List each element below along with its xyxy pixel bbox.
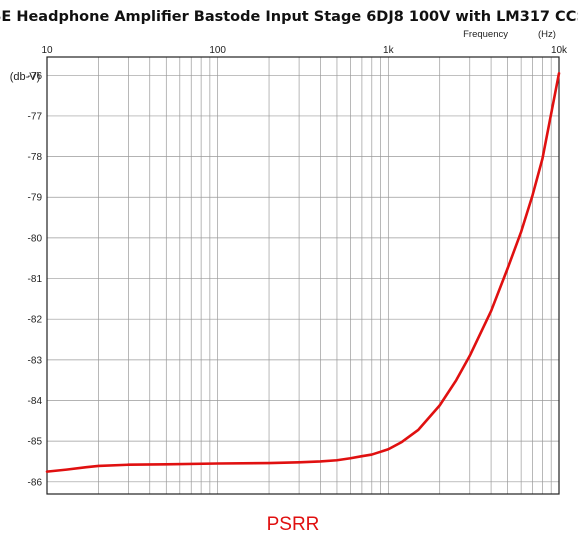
- y-tick-label: -80: [28, 233, 43, 244]
- y-tick-label: -79: [28, 193, 43, 204]
- y-tick-label: -81: [28, 274, 43, 285]
- chart-caption: PSRR: [267, 514, 320, 535]
- y-tick-label: -84: [28, 396, 43, 407]
- y-tick-label: -86: [28, 477, 43, 488]
- x-tick-labels: 10 100 1k 10k: [41, 45, 568, 56]
- x-tick-label: 1k: [383, 45, 395, 56]
- y-tick-label: -78: [28, 152, 43, 163]
- grid-lines: [46, 57, 559, 494]
- x-tick-label: 10: [41, 45, 53, 56]
- y-tick-label: -82: [28, 315, 43, 326]
- chart-title: SE Headphone Amplifier Bastode Input Sta…: [0, 9, 578, 25]
- y-tick-label: -85: [28, 437, 43, 448]
- y-axis-label: (db-V): [10, 71, 41, 83]
- y-tick-label: -83: [28, 355, 43, 366]
- x-axis-unit: (Hz): [538, 29, 556, 40]
- plot-frame: [46, 56, 560, 495]
- x-axis-label: Frequency: [463, 29, 508, 40]
- y-tick-label: -77: [28, 111, 43, 122]
- x-tick-label: 100: [209, 45, 226, 56]
- x-tick-label: 10k: [551, 45, 568, 56]
- psrr-series-line: [45, 71, 561, 473]
- y-tick-labels: -76 -77 -78 -79 -80 -81 -82 -83 -84 -85 -86: [28, 71, 43, 489]
- y-tick-label: -76: [28, 71, 43, 82]
